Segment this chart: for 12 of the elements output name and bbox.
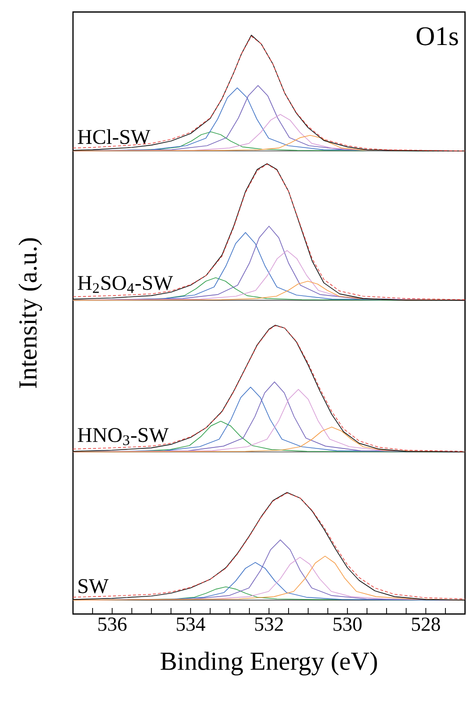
x-tick-label: 532 <box>255 618 283 631</box>
series-label: H$_{2}$SO$_{4}$-SW <box>78 276 173 293</box>
x-tick-label: 534 <box>176 618 206 631</box>
x-tick-label: 528 <box>412 618 440 631</box>
x-tick-label: 530 <box>334 618 362 631</box>
y-axis-title: Intensity (a.u.) <box>18 238 42 388</box>
annotation: O1s <box>416 27 458 46</box>
series-label: HCl-SW <box>78 129 150 144</box>
x-tick-label: 536 <box>98 618 127 631</box>
series-label: HNO$_{3}$-SW <box>78 428 169 446</box>
series-label: SW <box>78 579 109 594</box>
x-axis-title: Binding Energy (eV) <box>160 652 377 676</box>
